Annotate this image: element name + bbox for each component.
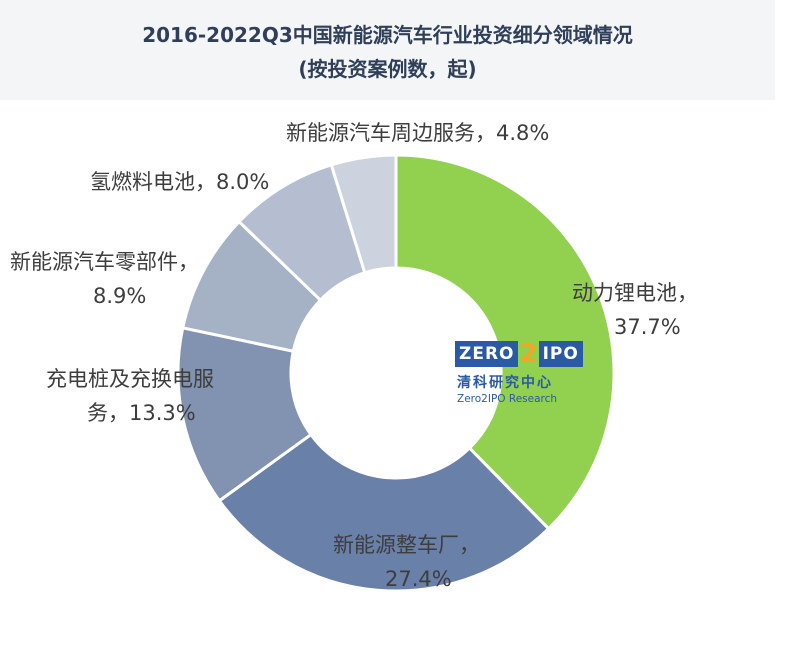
label-charging-name: 充电桩及充换电服 [46, 367, 214, 391]
watermark-cn: 清科研究中心 [457, 375, 553, 391]
label-vehicle-maker-name: 新能源整车厂， [333, 533, 480, 557]
logo-two: 2 [519, 339, 538, 369]
label-peripheral: 新能源汽车周边服务，4.8% [286, 116, 549, 150]
label-peripheral-name: 新能源汽车周边服务，4.8% [286, 121, 550, 145]
label-vehicle-maker-value: 27.4% [385, 567, 452, 591]
label-power-battery-name: 动力锂电池， [572, 281, 698, 305]
watermark-en: Zero2IPO Research [457, 393, 558, 405]
label-components: 新能源汽车零部件， 8.9% [10, 245, 199, 313]
logo-ipo: IPO [538, 341, 583, 367]
logo-zero: ZERO [455, 341, 519, 367]
label-charging-value: 务，13.3% [87, 401, 196, 425]
label-vehicle-maker: 新能源整车厂， 27.4% [333, 528, 480, 596]
slice-peripheral [329, 153, 398, 275]
slice-vehicle-maker [217, 432, 551, 593]
zero2ipo-logo: ZERO 2 IPO [455, 340, 585, 368]
label-components-name: 新能源汽车零部件， [10, 250, 199, 274]
title-band [0, 0, 775, 100]
label-components-value: 8.9% [93, 284, 147, 308]
chart-subtitle: (按投资案例数，起) [298, 57, 477, 81]
label-charging: 充电桩及充换电服 务，13.3% [46, 362, 214, 430]
label-hydrogen: 氢燃料电池，8.0% [90, 165, 269, 199]
chart-title: 2016-2022Q3中国新能源汽车行业投资细分领域情况 [142, 23, 633, 47]
label-power-battery: 动力锂电池， 37.7% [572, 276, 698, 344]
label-hydrogen-name: 氢燃料电池，8.0% [90, 170, 270, 194]
zero2ipo-watermark: ZERO 2 IPO 清科研究中心 Zero2IPO Research [455, 340, 585, 405]
label-power-battery-value: 37.7% [614, 315, 681, 339]
